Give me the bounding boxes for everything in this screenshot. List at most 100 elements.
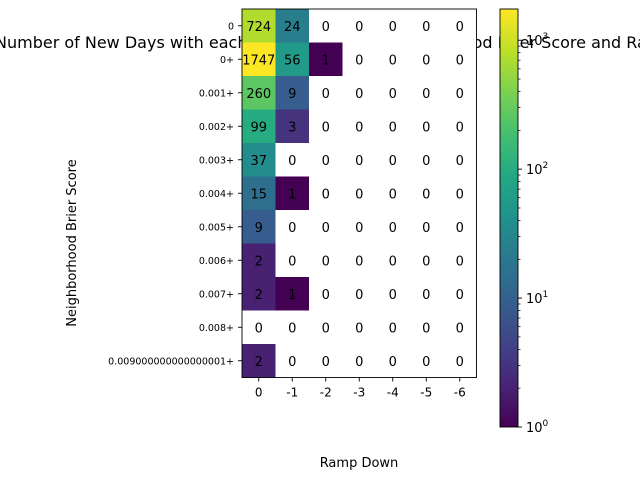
cell-value-label: 0	[355, 288, 363, 303]
heatmap-cell	[376, 76, 410, 110]
heatmap-cell	[409, 243, 444, 278]
cell-value-label: 0	[389, 154, 397, 169]
heatmap-cell	[242, 76, 276, 110]
heatmap-cell	[409, 143, 444, 177]
heatmap-cell	[342, 143, 377, 177]
cell-value-label: 9	[255, 221, 263, 236]
x-tick-label: -1	[286, 386, 298, 400]
cell-value-label: 1	[288, 187, 296, 202]
heatmap-cell	[309, 109, 343, 144]
heatmap-cell	[275, 310, 310, 345]
heatmap-cell	[409, 9, 444, 43]
heatmap-cell	[376, 143, 410, 177]
heatmap-cell	[275, 76, 310, 110]
heatmap-cell	[376, 42, 410, 77]
cell-value-label: 3	[288, 120, 296, 135]
cell-value-labels: 724 24 0 0 0 0 0 1747 56 1 0 0 0 0 260 9 0 0 0 0 0 99 3 0 0 0 0 0 37…	[242, 20, 464, 370]
heatmap-cell	[443, 344, 477, 378]
heatmap-cell	[376, 310, 410, 345]
heatmap-cells	[242, 9, 477, 378]
cell-value-label: 0	[389, 355, 397, 370]
heatmap-cell	[443, 210, 477, 244]
colorbar-frame	[499, 8, 519, 428]
cell-value-label: 0	[422, 154, 430, 169]
cell-value-label: 0	[456, 221, 464, 236]
heatmap-cell	[409, 277, 444, 311]
y-axis-label: Neighborhood Brier Score	[65, 159, 80, 326]
colorbar-tick-label: 102	[526, 161, 548, 178]
x-axis-ticks: 0 -1 -2 -3 -4 -5 -6	[255, 377, 466, 400]
cell-value-label: 0	[355, 221, 363, 236]
cell-value-label: 0	[322, 321, 330, 336]
heatmap-cell	[242, 143, 276, 177]
heatmap-cell	[342, 243, 377, 278]
cell-value-label: 0	[355, 53, 363, 68]
x-tick-label: -6	[454, 386, 466, 400]
heatmap-cell	[309, 143, 343, 177]
heatmap-cell	[242, 310, 276, 345]
cell-value-label: 0	[422, 355, 430, 370]
cell-value-label: 0	[355, 87, 363, 102]
cell-value-label: 0	[389, 187, 397, 202]
heatmap-cell	[342, 277, 377, 311]
cell-value-label: 0	[389, 288, 397, 303]
cell-value-label: 0	[355, 20, 363, 35]
cell-value-label: 0	[389, 254, 397, 269]
cell-value-label: 0	[355, 154, 363, 169]
heatmap-cell	[342, 176, 377, 211]
heatmap-cell	[376, 9, 410, 43]
cell-value-label: 0	[422, 53, 430, 68]
heatmap-cell	[409, 176, 444, 211]
heatmap-cell	[443, 310, 477, 345]
cell-value-label: 99	[250, 120, 267, 135]
heatmap-cell	[309, 42, 343, 77]
heatmap-cell	[376, 109, 410, 144]
heatmap-cell	[376, 210, 410, 244]
x-tick-label: 0	[255, 386, 263, 400]
cell-value-label: 0	[422, 87, 430, 102]
cell-value-label: 0	[456, 254, 464, 269]
heatmap-cell	[409, 76, 444, 110]
cell-value-label: 0	[322, 20, 330, 35]
cell-value-label: 0	[389, 321, 397, 336]
cell-value-label: 24	[284, 20, 301, 35]
colorbar-tick-label: 101	[526, 290, 548, 307]
heatmap-cell	[242, 109, 276, 144]
cell-value-label: 2	[255, 254, 263, 269]
heatmap-cell	[443, 243, 477, 278]
heatmap-cell	[443, 277, 477, 311]
colorbar-tick-label: 100	[526, 419, 549, 436]
cell-value-label: 0	[288, 355, 296, 370]
heatmap-cell	[242, 9, 276, 43]
y-tick-label: 0.004+	[199, 189, 234, 200]
cell-value-label: 0	[355, 355, 363, 370]
heatmap-cell	[275, 243, 310, 278]
heatmap-cell	[242, 277, 276, 311]
heatmap-cell	[309, 176, 343, 211]
cell-value-label: 0	[422, 221, 430, 236]
heatmap-cell	[443, 9, 477, 43]
cell-value-label: 0	[288, 254, 296, 269]
cell-value-label: 260	[246, 87, 271, 102]
heatmap-cell	[443, 109, 477, 144]
cell-value-label: 56	[284, 53, 301, 68]
y-tick-label: 0.003+	[199, 155, 234, 166]
heatmap-cell	[275, 176, 310, 211]
cell-value-label: 0	[456, 154, 464, 169]
y-tick-label: 0+	[220, 55, 234, 66]
y-tick-label: 0.009000000000000001+	[108, 356, 234, 367]
heatmap-cell	[309, 310, 343, 345]
y-tick-label: 0.002+	[199, 122, 234, 133]
heatmap-cell	[409, 109, 444, 144]
cell-value-label: 0	[322, 288, 330, 303]
cell-value-label: 0	[322, 355, 330, 370]
cell-value-label: 0	[422, 120, 430, 135]
cell-value-label: 0	[288, 154, 296, 169]
heatmap-cell	[409, 344, 444, 378]
heatmap-cell	[376, 243, 410, 278]
cell-value-label: 0	[389, 53, 397, 68]
y-axis-ticks: 0 0+ 0.001+ 0.002+ 0.003+ 0.004+ 0.005+ 0.006+ 0…	[108, 21, 242, 367]
heatmap-cell	[242, 344, 276, 378]
x-axis-label: Ramp Down	[320, 456, 399, 471]
